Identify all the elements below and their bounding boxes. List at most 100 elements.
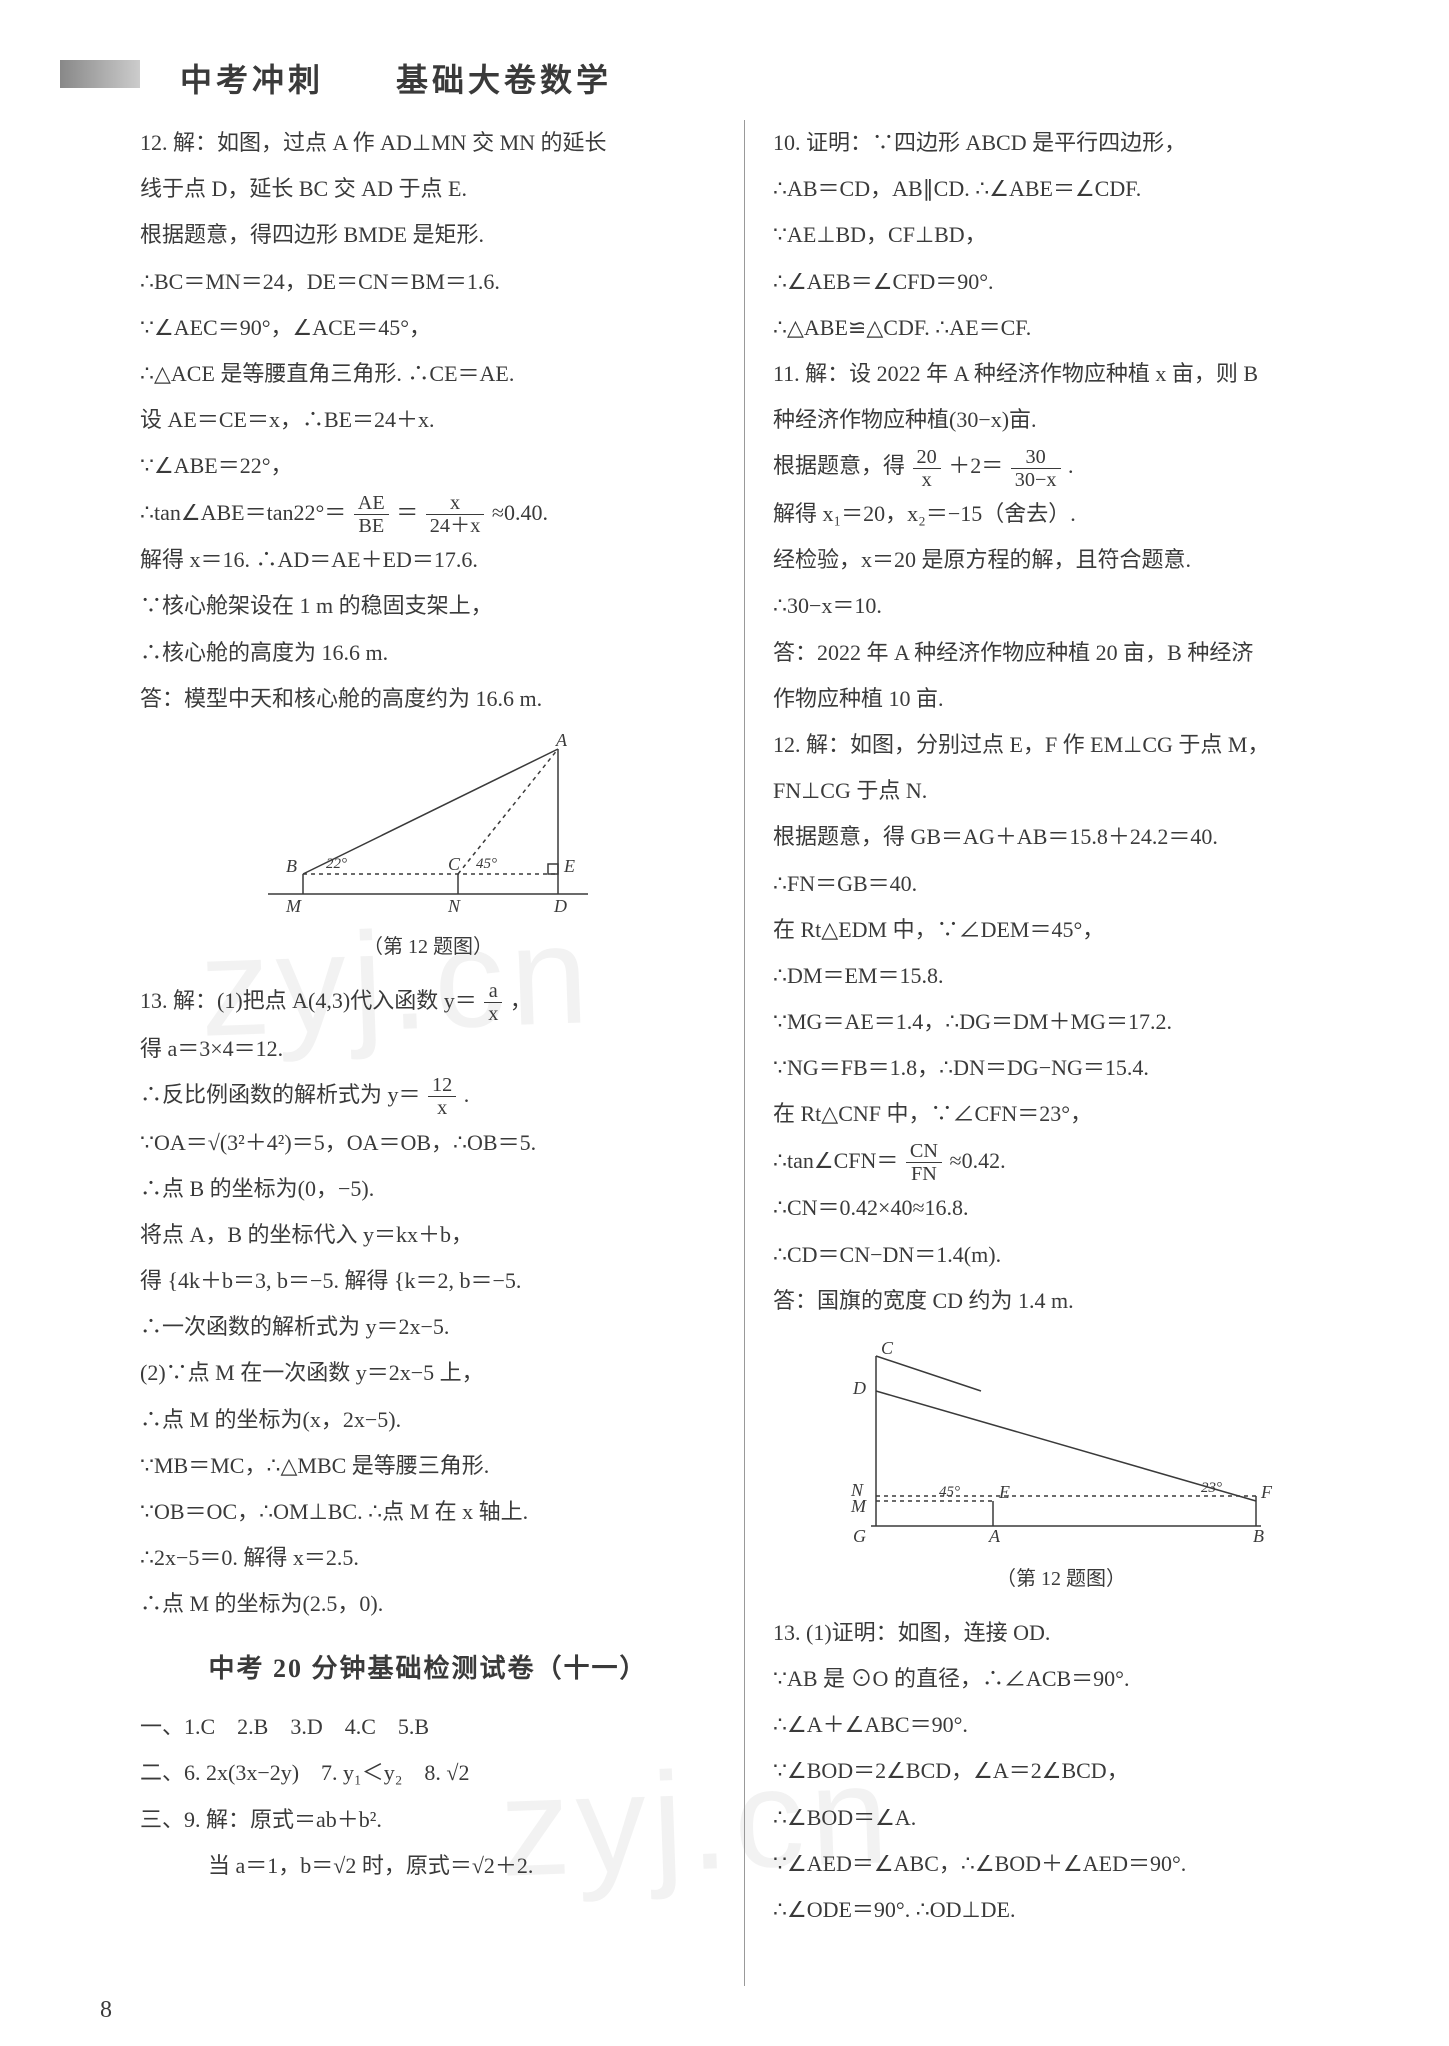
lbl: 45° [476, 856, 497, 872]
text: 11. 解：设 2022 年 A 种经济作物应种植 x 亩，则 B [773, 351, 1349, 397]
fraction: ax [484, 980, 502, 1026]
answers: 当 a＝1，b＝√2 时，原式＝√2＋2. [140, 1843, 716, 1889]
equation: ∴tan∠CFN＝ CNFN ≈0.42. [773, 1138, 1349, 1186]
text: ∴CN＝0.42×40≈16.8. [773, 1185, 1349, 1231]
text: ∴点 M 的坐标为(2.5，0). [140, 1581, 716, 1627]
text: ∴FN＝GB＝40. [773, 861, 1349, 907]
text: ∴2x−5＝0. 解得 x＝2.5. [140, 1535, 716, 1581]
lbl: D [852, 1378, 866, 1398]
lbl: D [553, 896, 567, 914]
lbl: M [285, 896, 302, 914]
text: 12. 解：如图，过点 A 作 AD⊥MN 交 MN 的延长 [140, 120, 716, 166]
text: ∵MB＝MC，∴△MBC 是等腰三角形. [140, 1443, 716, 1489]
text: ∴∠A＋∠ABC＝90°. [773, 1702, 1349, 1748]
text: ∴∠AEB＝∠CFD＝90°. [773, 259, 1349, 305]
text: 在 Rt△EDM 中，∵∠DEM＝45°， [773, 907, 1349, 953]
text: ∵AE⊥BD，CF⊥BD， [773, 212, 1349, 258]
text: 根据题意，得 [773, 453, 905, 478]
diagram-svg: A B C E M N D 22° 45° [248, 734, 608, 914]
header-accent [60, 60, 140, 88]
equation: ∴tan∠ABE＝tan22°＝ AEBE ＝ x24＋x ≈0.40. [140, 490, 716, 538]
text: ＋2＝ [948, 453, 1003, 478]
text: 12. 解：如图，分别过点 E，F 作 EM⊥CG 于点 M， [773, 722, 1349, 768]
figure-caption: （第 12 题图） [140, 926, 716, 968]
lbl: F [1260, 1482, 1273, 1502]
lbl: A [988, 1526, 1001, 1546]
fraction: AEBE [354, 492, 389, 538]
page-title: 中考冲刺 基础大卷数学 [180, 55, 612, 101]
text: 解得 x₁＝20，x₂＝−15（舍去）. [773, 491, 1349, 537]
text: ∵∠AED＝∠ABC，∴∠BOD＋∠AED＝90°. [773, 1841, 1349, 1887]
text: 在 Rt△CNF 中，∵∠CFN＝23°， [773, 1091, 1349, 1137]
text: ∴30−x＝10. [773, 583, 1349, 629]
fraction: 20x [913, 446, 941, 492]
text: ， [510, 988, 532, 1013]
text: . [1068, 453, 1074, 478]
fraction: x24＋x [426, 492, 485, 538]
text: ∴tan∠CFN＝ [773, 1148, 898, 1173]
text: 答：2022 年 A 种经济作物应种植 20 亩，B 种经济 [773, 630, 1349, 676]
text: 根据题意，得 GB＝AG＋AB＝15.8＋24.2＝40. [773, 814, 1349, 860]
page-number: 8 [100, 1997, 112, 2024]
text: ∴tan∠ABE＝tan22°＝ [140, 500, 346, 525]
text: 设 AE＝CE＝x，∴BE＝24＋x. [140, 397, 716, 443]
lbl: M [850, 1496, 867, 1516]
text: FN⊥CG 于点 N. [773, 768, 1349, 814]
text: ∴反比例函数的解析式为 y＝ [140, 1082, 421, 1107]
text: ∵OB＝OC，∴OM⊥BC. ∴点 M 在 x 轴上. [140, 1489, 716, 1535]
lbl: E [563, 856, 575, 876]
text: ∵∠BOD＝2∠BCD，∠A＝2∠BCD， [773, 1748, 1349, 1794]
fraction: 12x [428, 1074, 456, 1120]
lbl: C [448, 854, 461, 874]
lbl: G [853, 1526, 866, 1546]
text: ∴∠BOD＝∠A. [773, 1795, 1349, 1841]
equation: 13. 解：(1)把点 A(4,3)代入函数 y＝ ax ， [140, 978, 716, 1026]
answers: 二、6. 2x(3x−2y) 7. y₁＜y₂ 8. √2 [140, 1750, 716, 1796]
lbl: B [1253, 1526, 1264, 1546]
text: 答：模型中天和核心舱的高度约为 16.6 m. [140, 676, 716, 722]
text: ∴AB＝CD，AB∥CD. ∴∠ABE＝∠CDF. [773, 166, 1349, 212]
text: ∵核心舱架设在 1 m 的稳固支架上， [140, 583, 716, 629]
diagram-svg: C D N M G A E F B 45° 23° [841, 1336, 1281, 1546]
text: ∵AB 是 ⊙O 的直径，∴∠ACB＝90°. [773, 1656, 1349, 1702]
section-heading: 中考 20 分钟基础检测试卷（十一） [140, 1642, 716, 1697]
text: 经检验，x＝20 是原方程的解，且符合题意. [773, 537, 1349, 583]
text: ∴BC＝MN＝24，DE＝CN＝BM＝1.6. [140, 259, 716, 305]
text: 种经济作物应种植(30−x)亩. [773, 397, 1349, 443]
text: ≈0.40. [492, 500, 548, 525]
text: . [464, 1082, 470, 1107]
lbl: E [998, 1482, 1010, 1502]
text: 线于点 D，延长 BC 交 AD 于点 E. [140, 166, 716, 212]
lbl: B [286, 856, 297, 876]
text: ∴∠ODE＝90°. ∴OD⊥DE. [773, 1887, 1349, 1933]
text: 作物应种植 10 亩. [773, 676, 1349, 722]
text: 10. 证明：∵四边形 ABCD 是平行四边形， [773, 120, 1349, 166]
text: 得 {4k＋b＝3, b＝−5. 解得 {k＝2, b＝−5. [140, 1258, 716, 1304]
fraction: 3030−x [1011, 446, 1061, 492]
text: ∵OA＝√(3²＋4²)＝5，OA＝OB，∴OB＝5. [140, 1120, 716, 1166]
right-column: 10. 证明：∵四边形 ABCD 是平行四边形， ∴AB＝CD，AB∥CD. ∴… [745, 120, 1359, 1986]
figure-12-right: C D N M G A E F B 45° 23° [773, 1336, 1349, 1546]
text: ∴点 M 的坐标为(x，2x−5). [140, 1397, 716, 1443]
lbl: 45° [939, 1484, 960, 1500]
text: ∴一次函数的解析式为 y＝2x−5. [140, 1304, 716, 1350]
text: ≈0.42. [950, 1148, 1006, 1173]
text: 答：国旗的宽度 CD 约为 1.4 m. [773, 1278, 1349, 1324]
text: ∴DM＝EM＝15.8. [773, 953, 1349, 999]
text: ＝ [396, 500, 418, 525]
text: ∴△ABE≌△CDF. ∴AE＝CF. [773, 305, 1349, 351]
text: ∴CD＝CN−DN＝1.4(m). [773, 1232, 1349, 1278]
text: ∴点 B 的坐标为(0，−5). [140, 1166, 716, 1212]
fraction: CNFN [906, 1140, 942, 1186]
text: ∴核心舱的高度为 16.6 m. [140, 630, 716, 676]
text: ∵NG＝FB＝1.8，∴DN＝DG−NG＝15.4. [773, 1045, 1349, 1091]
lbl: N [447, 896, 461, 914]
content-columns: 12. 解：如图，过点 A 作 AD⊥MN 交 MN 的延长 线于点 D，延长 … [130, 120, 1359, 1986]
answers: 三、9. 解：原式＝ab＋b². [140, 1797, 716, 1843]
lbl: C [881, 1338, 894, 1358]
lbl: A [555, 734, 568, 750]
text: ∵∠AEC＝90°，∠ACE＝45°， [140, 305, 716, 351]
text: ∵MG＝AE＝1.4，∴DG＝DM＋MG＝17.2. [773, 999, 1349, 1045]
left-column: 12. 解：如图，过点 A 作 AD⊥MN 交 MN 的延长 线于点 D，延长 … [130, 120, 745, 1986]
equation: 根据题意，得 20x ＋2＝ 3030−x . [773, 443, 1349, 491]
